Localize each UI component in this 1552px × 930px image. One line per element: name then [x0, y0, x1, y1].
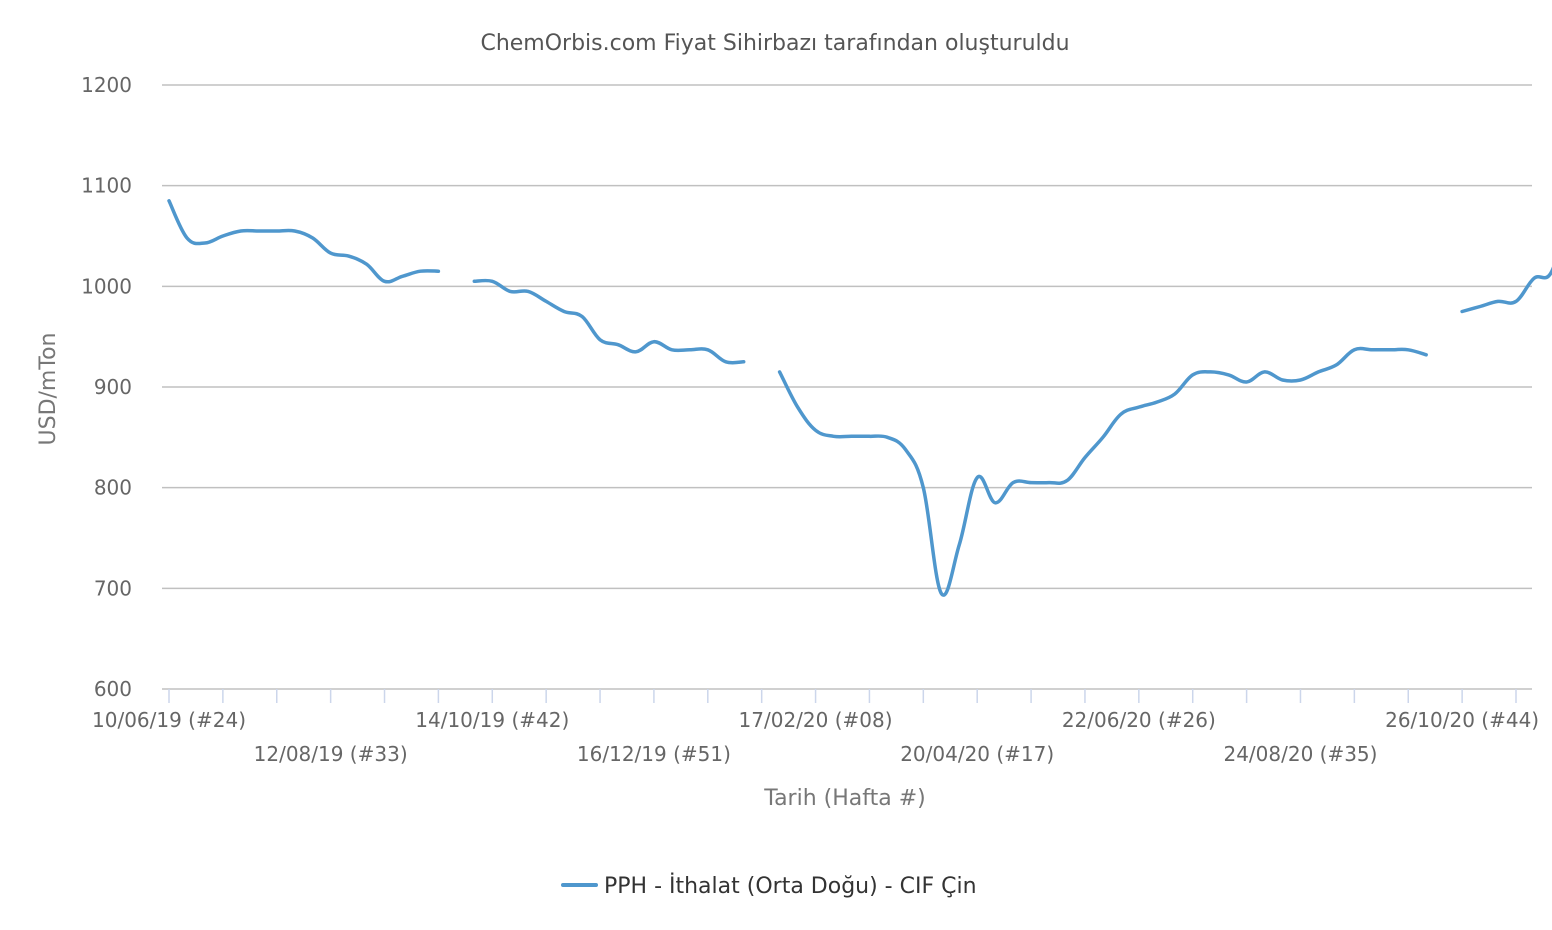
y-axis-ticks: 600 700 800 900 1000 1100 1200	[81, 73, 132, 701]
x-tick-label: 20/04/20 (#17)	[900, 742, 1054, 766]
y-axis-label: USD/mTon	[36, 333, 61, 446]
legend[interactable]: PPH - İthalat (Orta Doğu) - CIF Çin	[561, 873, 977, 899]
series-0-segment-0[interactable]	[167, 199, 441, 284]
series-lines	[167, 199, 1552, 597]
series-0-segment-3[interactable]	[1460, 206, 1552, 314]
y-tick-label-800: 800	[94, 476, 132, 500]
legend-label[interactable]: PPH - İthalat (Orta Doğu) - CIF Çin	[604, 873, 977, 899]
x-tick-label: 26/10/20 (#44)	[1385, 708, 1539, 732]
x-tick-label: 24/08/20 (#35)	[1223, 742, 1377, 766]
y-tick-label-1000: 1000	[81, 274, 132, 298]
x-tick-label: 10/06/19 (#24)	[92, 708, 246, 732]
y-tick-label-1200: 1200	[81, 73, 132, 97]
x-tick-label: 12/08/19 (#33)	[254, 742, 408, 766]
y-tick-label-600: 600	[94, 677, 132, 701]
y-tick-label-900: 900	[94, 375, 132, 399]
series-0-segment-1[interactable]	[472, 278, 746, 365]
x-tick-label: 16/12/19 (#51)	[577, 742, 731, 766]
x-tick-label: 14/10/19 (#42)	[415, 708, 569, 732]
y-tick-label-700: 700	[94, 576, 132, 600]
series-0-segment-2[interactable]	[777, 346, 1428, 597]
chart-title: ChemOrbis.com Fiyat Sihirbazı tarafından…	[480, 31, 1069, 56]
gridlines	[162, 84, 1532, 690]
x-tick-label: 22/06/20 (#26)	[1062, 708, 1216, 732]
x-tick-label: 17/02/20 (#08)	[739, 708, 893, 732]
y-tick-label-1100: 1100	[81, 174, 132, 198]
x-axis-label: Tarih (Hafta #)	[763, 786, 925, 811]
x-axis-ticks: 10/06/19 (#24) 12/08/19 (#33) 14/10/19 (#4…	[92, 689, 1539, 766]
